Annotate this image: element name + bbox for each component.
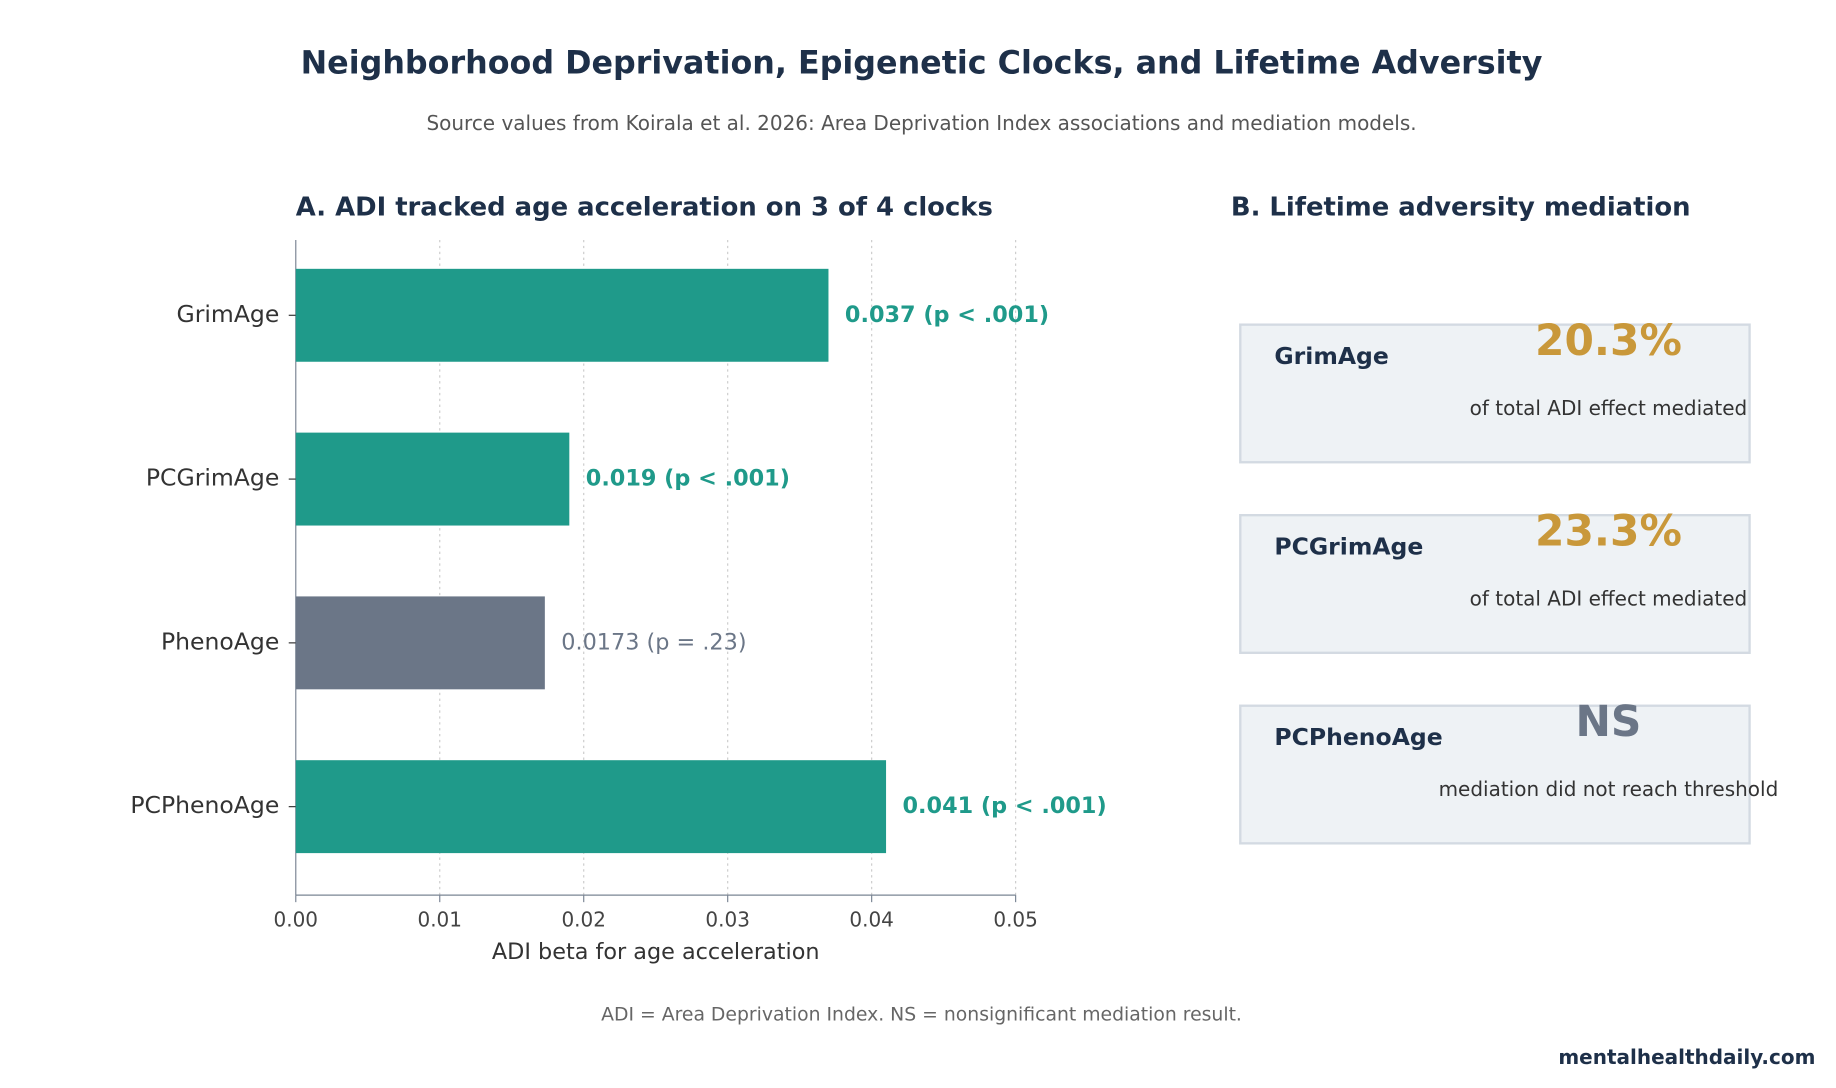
bar [295,596,545,690]
y-tick-label: PCGrimAge [146,464,279,492]
bar [295,760,887,854]
panel-a-title: A. ADI tracked age acceleration on 3 of … [296,193,993,223]
y-tick-label: GrimAge [177,300,280,328]
card-description: of total ADI effect mediated [1470,396,1748,420]
subtitle: Source values from Koirala et al. 2026: … [426,111,1416,135]
y-tick-label: PCPhenoAge [130,791,279,819]
x-tick-label: 0.05 [993,907,1038,931]
y-tick-label: PhenoAge [161,627,279,655]
value-label: 0.019 (p < .001) [586,466,790,492]
value-label: 0.041 (p < .001) [903,793,1107,819]
x-tick-label: 0.04 [849,907,894,931]
value-label: 0.037 (p < .001) [845,302,1049,328]
x-tick-label: 0.01 [418,907,463,931]
x-tick-label: 0.03 [705,907,750,931]
title: Neighborhood Deprivation, Epigenetic Clo… [301,46,1543,82]
card-description: of total ADI effect mediated [1470,586,1748,610]
x-axis-label: ADI beta for age acceleration [492,939,820,965]
source: mentalhealthdaily.com [1558,1045,1815,1069]
x-tick-label: 0.02 [561,907,606,931]
card-name: PCPhenoAge [1274,723,1442,751]
card-value: 20.3% [1535,316,1682,365]
card [1239,323,1751,464]
card-name: PCGrimAge [1274,533,1423,561]
card [1239,514,1751,654]
card-name: GrimAge [1274,342,1388,370]
footnote: ADI = Area Deprivation Index. NS = nonsi… [601,1005,1242,1026]
panel-b-title: B. Lifetime adversity mediation [1231,193,1691,223]
card-description: mediation did not reach threshold [1439,777,1779,801]
bar [295,268,829,362]
card-value: NS [1575,697,1641,746]
x-tick-label: 0.00 [274,907,318,931]
card-value: 23.3% [1535,507,1682,556]
bar [295,432,570,526]
value-label: 0.0173 (p = .23) [561,629,746,655]
card [1239,704,1751,845]
